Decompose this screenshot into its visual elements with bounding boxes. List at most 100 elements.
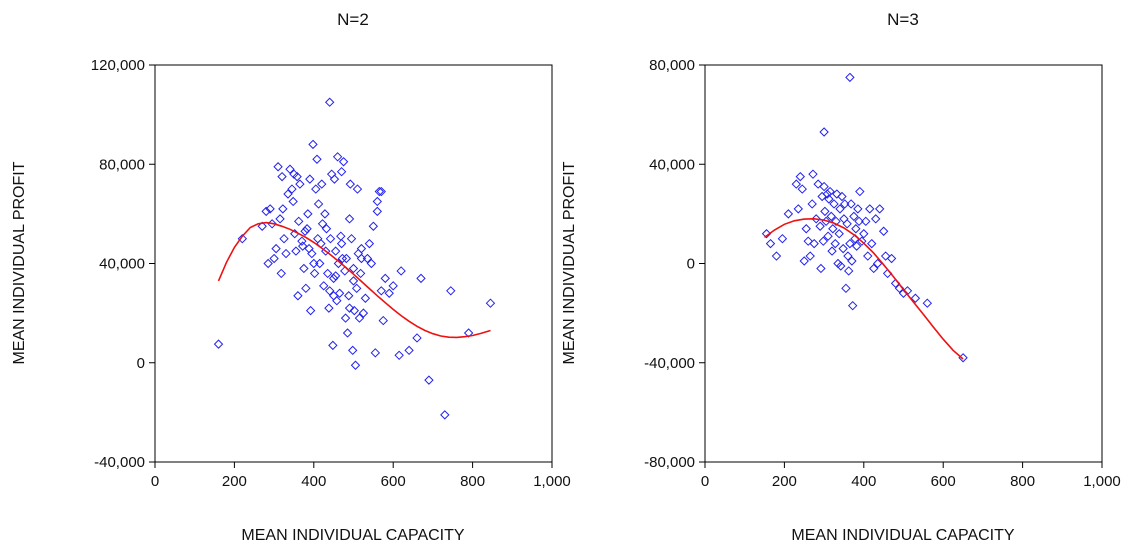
data-point [263, 258, 273, 269]
data-point [345, 179, 356, 189]
data-point [761, 229, 772, 239]
data-point [324, 303, 334, 313]
x-tick-label: 800 [1010, 473, 1035, 490]
data-point [771, 251, 782, 261]
data-point [872, 258, 883, 269]
data-point [311, 184, 321, 194]
data-point [301, 283, 311, 294]
fit-curve-group [764, 217, 964, 360]
data-point [330, 271, 341, 281]
data-point [827, 246, 837, 256]
data-point [303, 209, 313, 219]
data-point [841, 283, 851, 294]
data-point [285, 164, 295, 174]
data-point [336, 231, 346, 241]
data-point [380, 273, 390, 284]
data-point [820, 206, 830, 217]
data-point [374, 186, 385, 197]
data-point [842, 219, 852, 229]
data-point [328, 273, 339, 284]
data-point [271, 243, 281, 254]
data-point [313, 233, 323, 244]
data-point [328, 291, 339, 301]
data-point [777, 233, 788, 244]
data-point [344, 291, 354, 301]
data-point [370, 348, 381, 358]
x-tick-label: 400 [301, 473, 326, 490]
data-point [297, 236, 307, 246]
data-point [334, 288, 345, 298]
data-point [843, 251, 853, 261]
fit-curve [217, 221, 491, 339]
data-point [485, 298, 496, 308]
data-point [412, 333, 422, 343]
data-point [376, 286, 386, 296]
data-point [793, 204, 804, 214]
data-point [307, 248, 317, 259]
data-point [317, 179, 327, 189]
data-point [388, 281, 398, 291]
data-point [416, 273, 426, 284]
chart-panel-n2: N=2 MEAN INDIVIDUAL CAPACITY MEAN INDIVI… [11, 10, 571, 544]
data-point [824, 194, 834, 204]
data-point [819, 127, 829, 137]
data-point [237, 233, 248, 244]
data-point [825, 186, 835, 197]
y-tick-label: -80,000 [644, 454, 695, 471]
data-point [338, 157, 349, 167]
data-point [440, 410, 450, 420]
data-point [849, 211, 859, 222]
data-point [313, 199, 324, 209]
x-tick-label: 1,000 [533, 473, 571, 490]
data-point [213, 339, 224, 349]
data-point [356, 243, 367, 254]
y-axis-label: MEAN INDIVIDUAL PROFIT [11, 161, 28, 364]
data-point [809, 238, 819, 249]
data-point [309, 258, 319, 269]
data-point [958, 353, 968, 363]
data-point [871, 214, 881, 224]
data-point [336, 238, 347, 249]
data-point [279, 233, 289, 244]
data-point [404, 345, 414, 356]
data-point [378, 315, 388, 326]
data-point [350, 360, 361, 370]
data-point [813, 179, 823, 189]
data-point [822, 189, 832, 199]
y-tick-label: -40,000 [94, 454, 145, 471]
fit-curve [764, 217, 964, 360]
x-tick-label: 0 [151, 473, 159, 490]
data-point [349, 305, 360, 316]
data-point [846, 199, 856, 209]
data-point [344, 303, 355, 313]
data-point [278, 204, 288, 214]
data-point [829, 199, 839, 209]
data-point [463, 328, 474, 338]
data-point [333, 258, 344, 269]
data-point [321, 224, 332, 234]
data-point [826, 211, 836, 222]
data-point [265, 204, 275, 214]
data-point [424, 375, 434, 385]
data-point [818, 236, 829, 246]
data-point [342, 328, 353, 338]
x-axis-label: MEAN INDIVIDUAL CAPACITY [241, 527, 464, 544]
data-point [356, 253, 367, 264]
data-point [807, 199, 817, 209]
y-axis-label: MEAN INDIVIDUAL PROFIT [561, 161, 578, 364]
data-point [295, 179, 305, 189]
data-point [352, 184, 363, 194]
data-point [308, 139, 318, 150]
axis-ticks: 0 200 400 600 800 1,000 -40,000 0 40,000 80,000 12… [91, 57, 571, 490]
x-tick-label: 600 [931, 473, 956, 490]
data-point [801, 224, 811, 234]
y-tick-label: 80,000 [99, 156, 145, 173]
data-point [394, 350, 404, 361]
data-point [297, 241, 308, 251]
data-point [319, 281, 329, 291]
data-point [847, 256, 857, 266]
data-point [791, 179, 802, 189]
data-point [281, 248, 291, 259]
data-point [795, 171, 805, 182]
